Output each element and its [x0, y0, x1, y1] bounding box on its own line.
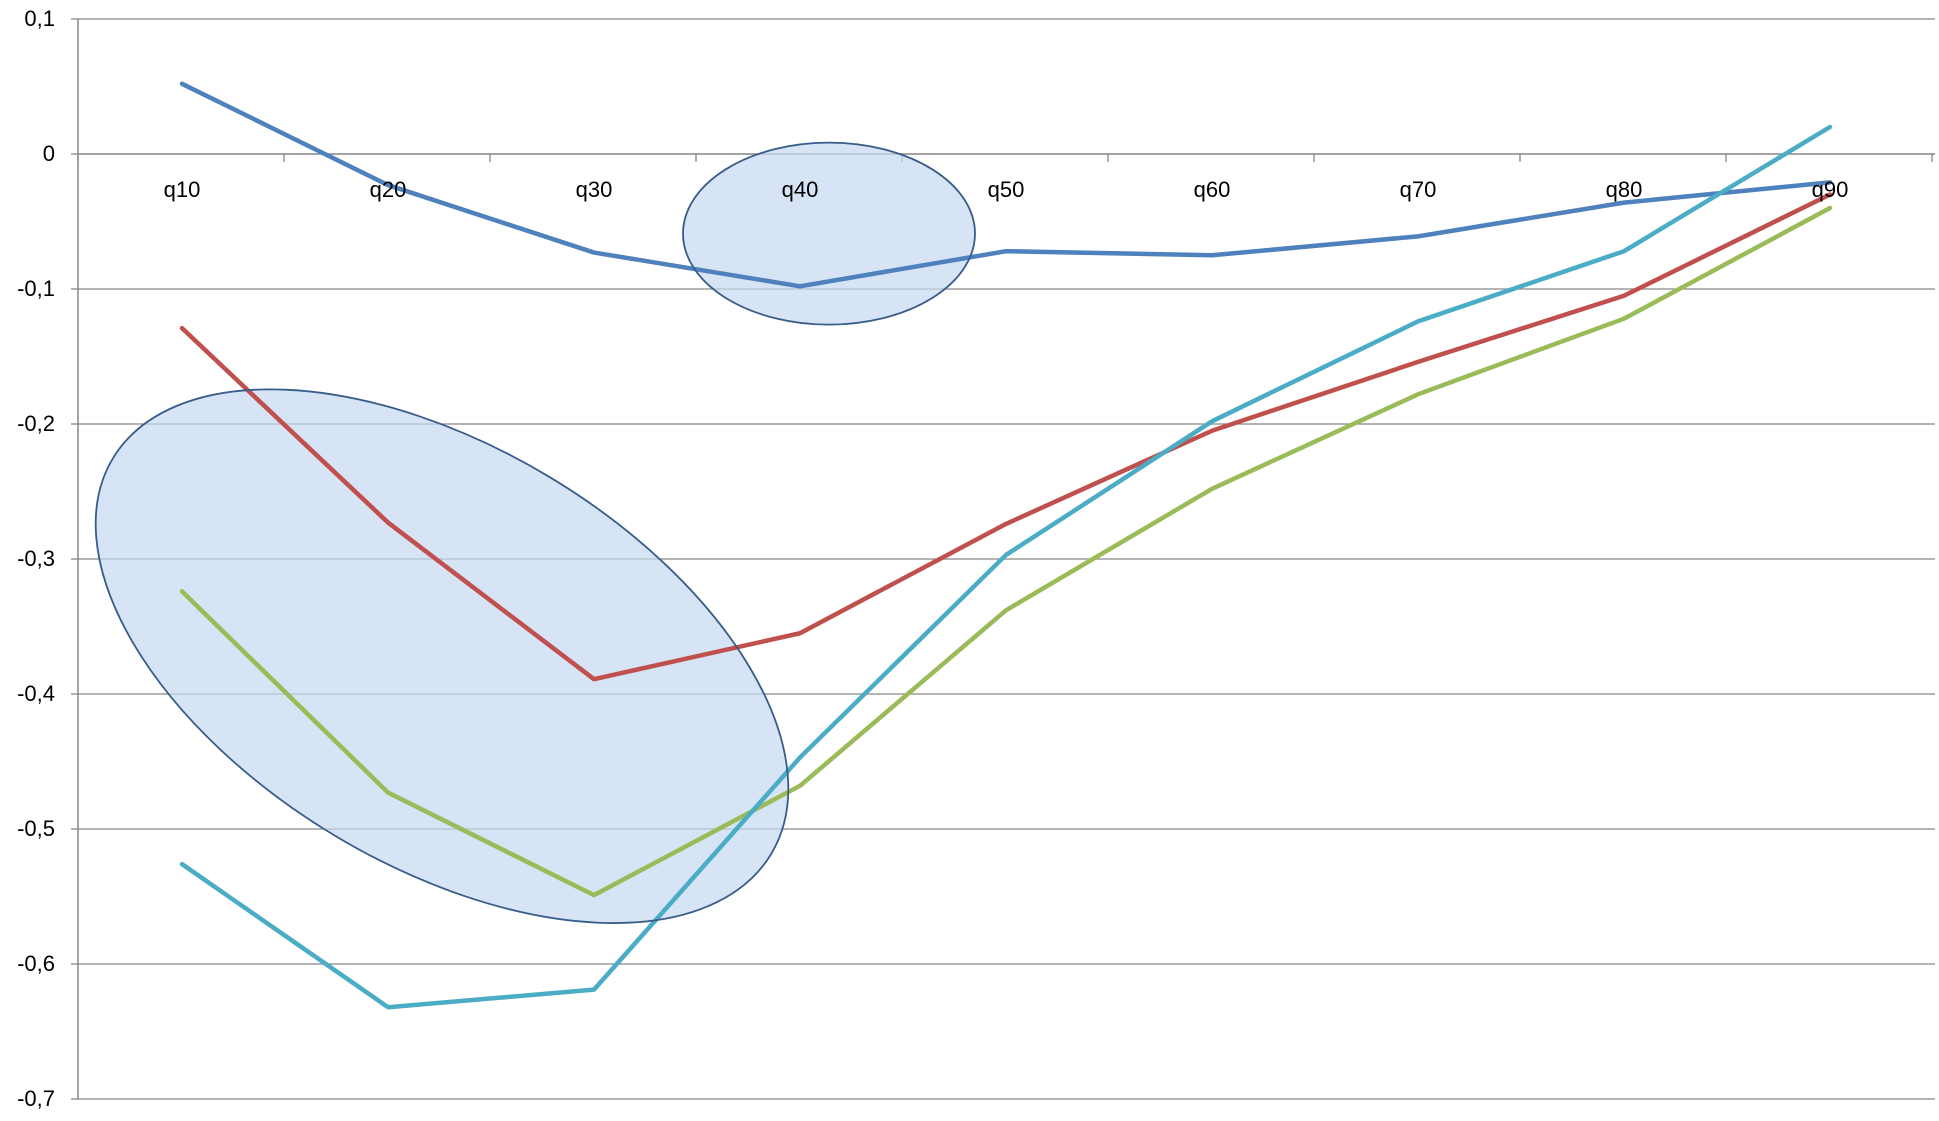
x-tick-label: q40 — [782, 177, 819, 202]
x-tick-label: q60 — [1194, 177, 1231, 202]
x-tick-label: q90 — [1812, 177, 1849, 202]
x-tick-label: q10 — [164, 177, 201, 202]
y-tick-label: 0 — [43, 141, 55, 166]
y-tick-label: -0,7 — [17, 1086, 55, 1111]
x-tick-label: q20 — [370, 177, 407, 202]
y-tick-label: -0,6 — [17, 951, 55, 976]
highlight-ellipse-outline — [94, 388, 790, 924]
series-line-2 — [179, 192, 1833, 682]
series-line-4 — [179, 124, 1833, 1010]
x-tick-label: q30 — [576, 177, 613, 202]
x-tick-labels: q10 q20 q30 q40 q50 q60 q70 q80 q90 — [164, 177, 1849, 202]
series-line-3 — [179, 205, 1833, 898]
highlight-ellipse-outline — [682, 141, 976, 326]
x-tick-label: q70 — [1400, 177, 1437, 202]
y-tick-label: -0,5 — [17, 816, 55, 841]
x-tick-label: q50 — [988, 177, 1025, 202]
y-tick-label: -0,1 — [17, 276, 55, 301]
highlight-ellipse — [95, 389, 789, 924]
y-tick-label: 0,1 — [24, 6, 55, 31]
y-tick-label: -0,3 — [17, 546, 55, 571]
highlight-ellipses-outline — [94, 141, 976, 924]
highlight-ellipses-fill — [95, 142, 975, 924]
series-line-1 — [179, 81, 1833, 289]
x-tick-label: q80 — [1606, 177, 1643, 202]
axes — [71, 18, 1935, 1100]
y-tick-label: -0,2 — [17, 411, 55, 436]
highlight-ellipse — [683, 142, 975, 325]
y-tick-label: -0,4 — [17, 681, 55, 706]
y-tick-labels: 0,1 0 -0,1 -0,2 -0,3 -0,4 -0,5 -0,6 -0,7 — [17, 6, 55, 1111]
series-lines — [179, 81, 1833, 1010]
